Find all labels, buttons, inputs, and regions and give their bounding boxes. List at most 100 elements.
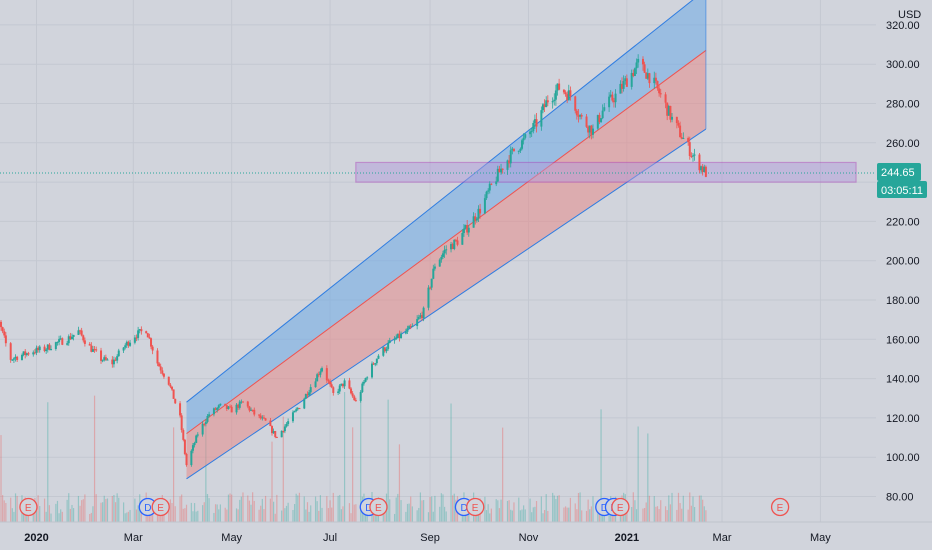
event-marker-e[interactable] bbox=[151, 497, 170, 517]
channel-mid-line[interactable] bbox=[186, 50, 707, 435]
event-marker-e[interactable] bbox=[369, 497, 388, 517]
candle-body bbox=[624, 78, 627, 82]
volume-bar bbox=[123, 502, 125, 522]
candle-body bbox=[653, 77, 656, 84]
volume-bar bbox=[273, 501, 275, 522]
candle-body bbox=[117, 350, 120, 357]
volume-bar bbox=[348, 503, 351, 522]
volume-bar bbox=[700, 495, 702, 522]
candle-body bbox=[133, 337, 136, 343]
volume-bar bbox=[264, 495, 267, 522]
volume-bar bbox=[461, 511, 463, 522]
volume-bar bbox=[105, 498, 107, 522]
price-axis[interactable]: USD 80.00 100.00 120.00 140.00 160.00 180.00 2… bbox=[876, 0, 932, 522]
candle-body bbox=[554, 90, 557, 100]
candle-body bbox=[551, 101, 554, 103]
volume-bar bbox=[316, 501, 318, 522]
candle-body bbox=[677, 123, 680, 126]
volume-bar bbox=[43, 498, 46, 522]
channel-upper-line[interactable] bbox=[186, 0, 706, 403]
candle-body bbox=[80, 330, 83, 336]
volume-bar bbox=[195, 511, 197, 522]
volume-bar bbox=[68, 493, 70, 522]
volume-bar bbox=[179, 496, 181, 522]
candle-body bbox=[69, 336, 72, 340]
volume-bar bbox=[252, 492, 254, 522]
volume-bar bbox=[58, 513, 60, 522]
event-label: E bbox=[25, 503, 32, 514]
candle-body bbox=[490, 183, 493, 185]
volume-bar bbox=[66, 499, 68, 522]
volume-bar bbox=[214, 504, 217, 522]
candle-body bbox=[461, 233, 464, 245]
candle-body bbox=[14, 356, 17, 359]
volume-bar bbox=[79, 505, 81, 522]
event-marker-e[interactable] bbox=[19, 497, 38, 517]
volume-bar bbox=[269, 498, 271, 522]
candle-body bbox=[162, 373, 165, 377]
volume-bar bbox=[95, 494, 97, 522]
candle-body bbox=[43, 346, 46, 352]
support-zone-rect[interactable] bbox=[355, 161, 857, 183]
volume-bar bbox=[443, 506, 446, 522]
candle-body bbox=[33, 352, 36, 354]
candle-body bbox=[291, 412, 294, 422]
candle-body bbox=[600, 118, 603, 123]
candle-body bbox=[217, 405, 220, 408]
candle-body bbox=[341, 383, 344, 387]
volume-bar bbox=[410, 496, 412, 522]
volume-bar bbox=[284, 508, 286, 522]
candle-body bbox=[438, 259, 441, 267]
candle-body bbox=[170, 386, 173, 390]
candle-body bbox=[151, 346, 154, 351]
candle-body bbox=[641, 58, 644, 65]
y-tick-label: 100.00 bbox=[886, 452, 920, 464]
volume-bar bbox=[182, 508, 184, 522]
candle-body bbox=[38, 346, 41, 351]
volume-bar bbox=[585, 510, 588, 522]
support-zone[interactable] bbox=[0, 161, 876, 183]
volume-bar bbox=[490, 508, 492, 522]
volume-bar bbox=[677, 492, 680, 522]
volume-bar bbox=[489, 513, 491, 522]
candle-body bbox=[46, 344, 49, 350]
volume-bar bbox=[702, 499, 704, 522]
volume-bar bbox=[208, 498, 210, 522]
volume-bar bbox=[295, 493, 297, 522]
countdown-badge bbox=[877, 181, 927, 198]
volume-bar bbox=[644, 507, 646, 522]
candle-body bbox=[421, 315, 424, 319]
candle-body bbox=[441, 253, 444, 257]
candle-body bbox=[250, 409, 253, 411]
candle-body bbox=[321, 368, 324, 372]
x-tick-label: May bbox=[810, 532, 831, 544]
earnings-events[interactable]: EDEDEDEDDEE bbox=[19, 497, 790, 517]
volume-bar bbox=[474, 513, 476, 522]
volume-bar bbox=[129, 509, 131, 522]
volume-bar bbox=[47, 402, 49, 522]
volume-bar bbox=[581, 510, 583, 522]
volume-bar bbox=[360, 400, 362, 522]
volume-bar bbox=[598, 512, 601, 522]
candle-body bbox=[343, 380, 346, 387]
channel-lower-line[interactable] bbox=[186, 128, 707, 480]
volume-bar bbox=[285, 505, 288, 522]
event-marker-e[interactable] bbox=[770, 497, 790, 517]
candle-body bbox=[462, 228, 465, 234]
candle-body bbox=[580, 115, 583, 117]
volume-bar bbox=[219, 504, 221, 522]
volume-bar bbox=[523, 505, 525, 522]
candle-body bbox=[406, 328, 409, 332]
volume-bar bbox=[72, 508, 75, 522]
time-axis[interactable]: 2020 Mar May Jul Sep Nov 2021 Mar May bbox=[0, 521, 932, 550]
candle-body bbox=[237, 404, 240, 408]
volume-bar bbox=[124, 513, 126, 522]
event-marker-e[interactable] bbox=[611, 497, 630, 517]
volume-bar bbox=[355, 504, 357, 522]
candle-body bbox=[150, 338, 153, 347]
volume-bar bbox=[327, 508, 330, 522]
event-marker-e[interactable] bbox=[466, 497, 485, 517]
volume-bar bbox=[568, 507, 570, 522]
candle-body bbox=[603, 107, 606, 111]
